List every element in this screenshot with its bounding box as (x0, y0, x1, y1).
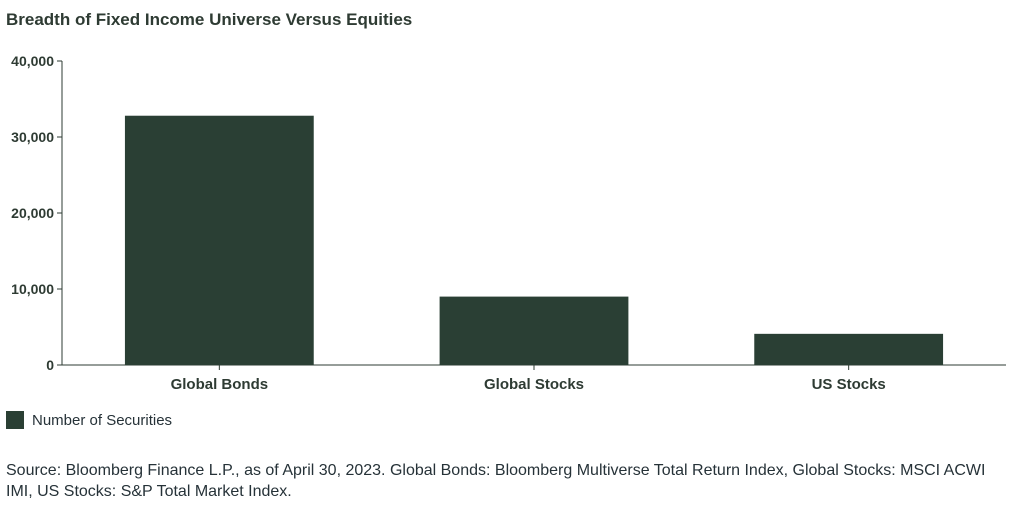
source-note: Source: Bloomberg Finance L.P., as of Ap… (6, 462, 986, 500)
x-tick-label: US Stocks (812, 376, 886, 393)
legend-swatch (6, 411, 24, 429)
bar-global-stocks (439, 296, 629, 365)
legend: Number of Securities (6, 411, 172, 429)
bar-us-stocks (754, 333, 944, 365)
bar-global-bonds (124, 115, 314, 365)
legend-label: Number of Securities (32, 411, 173, 429)
y-tick-label: 40,000 (11, 53, 54, 69)
y-tick-label: 20,000 (11, 205, 54, 221)
y-tick-label: 10,000 (11, 281, 54, 297)
x-tick-label: Global Bonds (171, 376, 269, 393)
y-tick-label: 30,000 (11, 129, 54, 145)
bar-chart: 0 10,000 20,000 30,000 40,000 Global Bonds Glo… (11, 53, 1006, 393)
y-tick-label: 0 (46, 357, 54, 373)
chart-title: Breadth of Fixed Income Universe Versus … (6, 10, 413, 29)
x-tick-label: Global Stocks (484, 376, 584, 393)
